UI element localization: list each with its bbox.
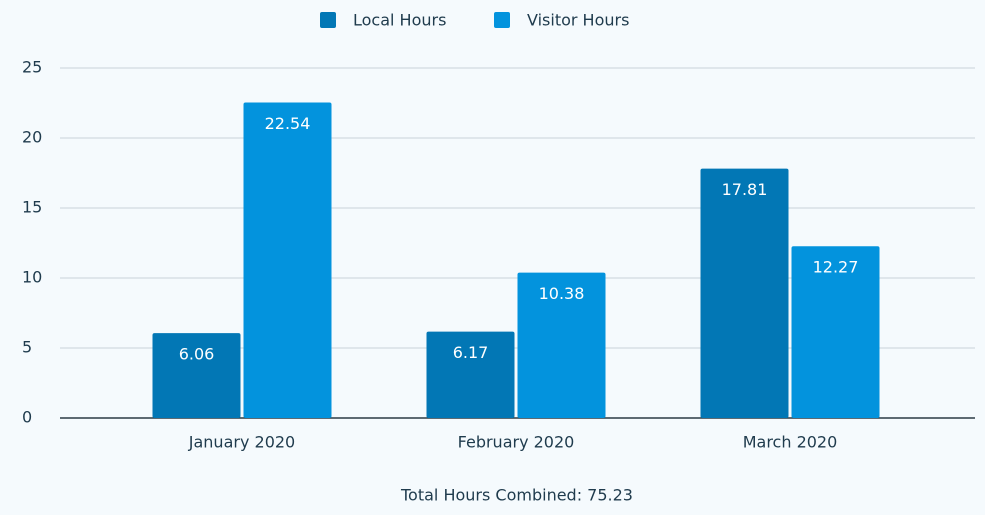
value-label: 12.27 [813, 258, 859, 277]
legend-swatch [494, 12, 510, 28]
value-label: 22.54 [265, 114, 311, 133]
y-tick-label: 10 [22, 268, 42, 287]
legend-label: Visitor Hours [527, 11, 629, 30]
y-tick-label: 25 [22, 58, 42, 77]
x-tick-label: January 2020 [188, 433, 295, 452]
bar [426, 331, 515, 418]
value-label: 17.81 [722, 180, 768, 199]
bar [791, 246, 880, 418]
legend-label: Local Hours [353, 11, 446, 30]
bar [700, 168, 789, 418]
bar [517, 272, 606, 418]
y-tick-label: 0 [22, 408, 32, 427]
x-tick-label: February 2020 [458, 433, 575, 452]
legend-swatch [320, 12, 336, 28]
bar [243, 102, 332, 418]
y-tick-label: 20 [22, 128, 42, 147]
footer-text: Total Hours Combined: 75.23 [400, 486, 633, 505]
y-tick-label: 5 [22, 338, 32, 357]
bar [152, 333, 241, 418]
value-label: 10.38 [539, 284, 585, 303]
value-label: 6.17 [453, 343, 489, 362]
y-tick-label: 15 [22, 198, 42, 217]
x-tick-label: March 2020 [743, 433, 838, 452]
value-label: 6.06 [179, 345, 215, 364]
